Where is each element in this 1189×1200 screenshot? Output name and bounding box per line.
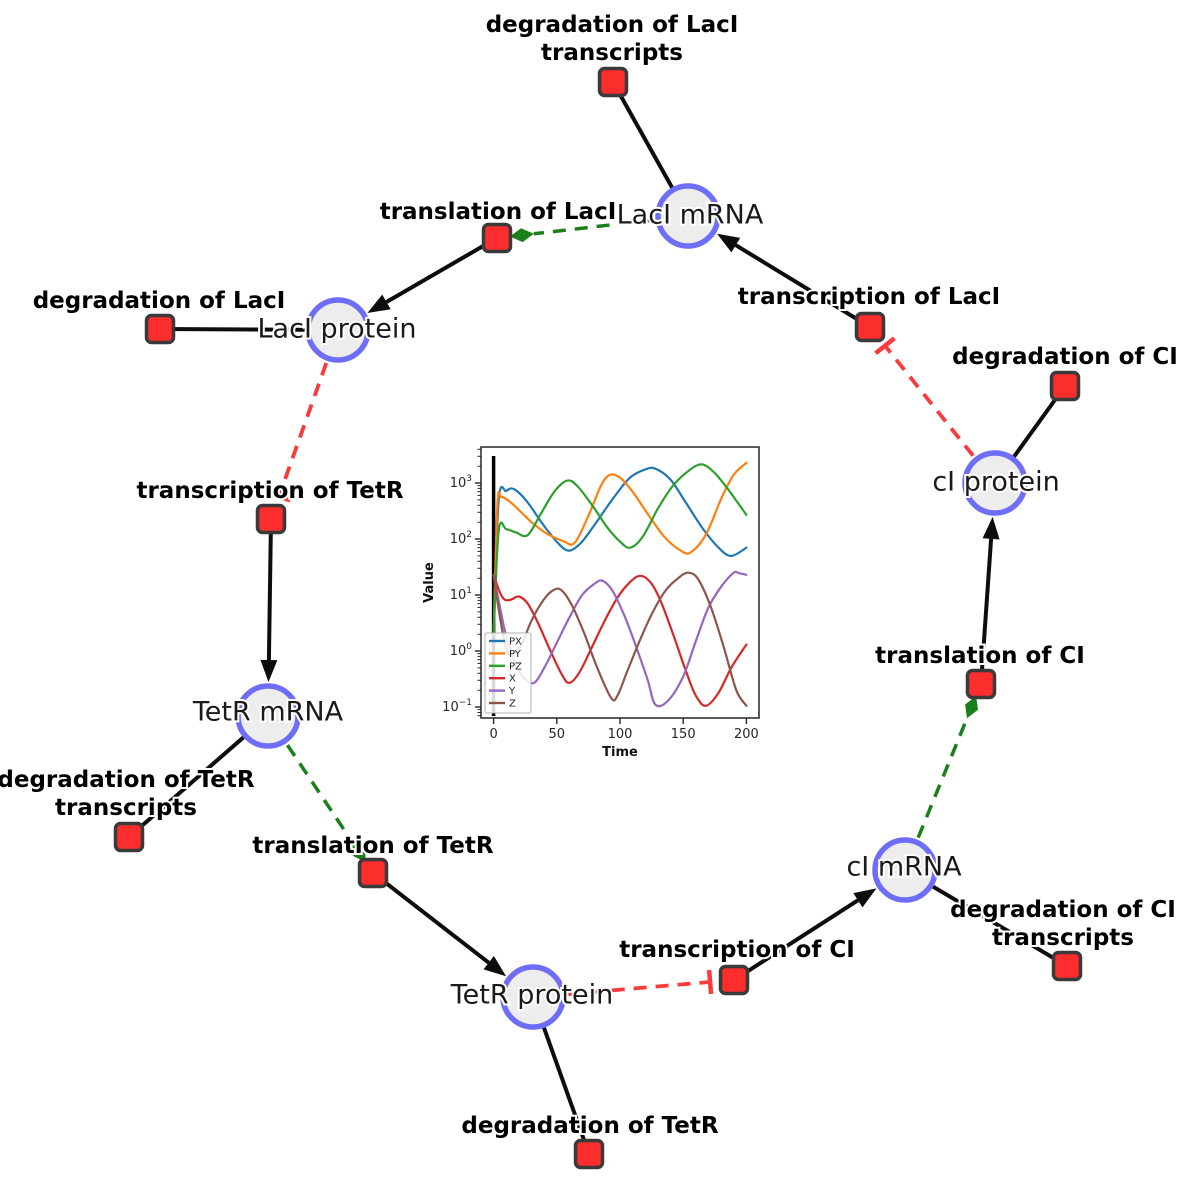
y-tick-label: 100 xyxy=(450,642,473,659)
edge-modifier-laci-mrna-to-transl-laci-diamond xyxy=(509,228,534,243)
chart-series-PY xyxy=(492,461,748,636)
reaction-label-deg-tetr-tx-line2: transcripts xyxy=(55,795,197,821)
edge-production-transl-tetr-to-tetr-protein xyxy=(371,871,490,965)
legend-label-PZ: PZ xyxy=(509,661,522,672)
legend-label-X: X xyxy=(509,674,516,685)
species-label-ci-mrna: cI mRNA xyxy=(846,852,962,883)
y-tick-label: 10−1 xyxy=(442,698,472,715)
edge-modifier-ci-mrna-to-transl-ci xyxy=(916,717,969,839)
edge-modifier-laci-mrna-to-transl-laci xyxy=(533,218,654,236)
edge-production-txn-laci-to-laci-mrna xyxy=(734,243,872,329)
species-node-tetr-protein xyxy=(500,964,566,1030)
reaction-label-transl-tetr: translation of TetR xyxy=(252,833,493,859)
legend-label-PY: PY xyxy=(509,649,522,660)
edge-inhibition-tetr-protein-to-txn-ci-tbar xyxy=(706,969,714,995)
edge-production-txn-ci-to-ci-mrna xyxy=(732,898,859,982)
edge-production-txn-laci-to-laci-mrna-arrowhead xyxy=(717,233,741,253)
reaction-node-deg-laci-tx xyxy=(597,66,629,98)
x-axis-label: Time xyxy=(602,745,638,760)
reaction-node-txn-laci xyxy=(854,311,886,343)
y-tick-label: 101 xyxy=(450,586,472,603)
reaction-label-transl-laci: translation of LacI xyxy=(380,199,617,225)
reaction-label-deg-laci-tx-line1: degradation of LacI xyxy=(486,12,739,38)
reaction-label-deg-ci-tx-line1: degradation of CI xyxy=(950,897,1176,923)
edge-inhibition-laci-protein-to-txn-tetr xyxy=(277,362,329,498)
edge-modifier-tetr-mrna-to-transl-tetr xyxy=(286,744,354,844)
chart-series-PZ xyxy=(492,463,748,636)
reaction-node-transl-ci xyxy=(965,668,997,700)
edge-inhibition-laci-protein-to-txn-tetr-tbar xyxy=(266,490,292,503)
edge-production-txn-tetr-to-tetr-mrna xyxy=(266,518,273,661)
legend-box xyxy=(484,632,532,714)
edge-inhibition-tetr-protein-to-txn-ci xyxy=(567,980,711,996)
reaction-label-deg-ci: degradation of CI xyxy=(952,344,1178,370)
chart-background xyxy=(426,439,774,775)
species-label-tetr-mrna: TetR mRNA xyxy=(192,697,344,728)
y-tick-label: 103 xyxy=(450,474,472,491)
edge-production-transl-laci-to-laci-protein-arrowhead xyxy=(367,294,391,313)
reaction-label-txn-tetr: transcription of TetR xyxy=(136,478,403,504)
x-tick-label: 50 xyxy=(549,727,566,742)
species-node-laci-mrna xyxy=(655,183,721,249)
species-label-tetr-protein: TetR protein xyxy=(450,980,613,1011)
species-node-laci-protein xyxy=(305,297,371,363)
species-label-laci-protein: LacI protein xyxy=(258,314,417,345)
legend-label-Y: Y xyxy=(508,686,516,697)
reaction-node-deg-laci xyxy=(144,313,176,345)
x-tick-label: 0 xyxy=(489,727,497,742)
x-tick-label: 200 xyxy=(734,727,759,742)
edge-modifier-ci-mrna-to-transl-ci-diamond xyxy=(965,696,978,719)
reaction-node-deg-ci-tx xyxy=(1051,950,1083,982)
species-label-laci-mrna: LacI mRNA xyxy=(617,200,764,231)
legend-label-Z: Z xyxy=(509,699,516,710)
x-tick-label: 100 xyxy=(608,727,633,742)
reaction-label-deg-tetr: degradation of TetR xyxy=(461,1113,718,1139)
y-tick-label: 102 xyxy=(450,530,472,547)
chart-series-X xyxy=(492,573,748,707)
label-layer: degradation of LacItranscriptstranslatio… xyxy=(0,10,1180,1141)
y-axis-label: Value xyxy=(422,562,437,603)
species-node-ci-mrna xyxy=(872,837,938,903)
reaction-node-deg-tetr xyxy=(573,1138,605,1170)
edge-inhibition-ci-protein-to-txn-laci xyxy=(883,344,975,457)
edge-production-transl-tetr-to-tetr-protein-arrowhead xyxy=(483,956,507,977)
edge-production-txn-tetr-to-tetr-mrna-arrowhead xyxy=(260,659,278,682)
species-label-ci-protein: cI protein xyxy=(932,467,1059,498)
x-tick-label: 150 xyxy=(671,727,696,742)
species-node-ci-protein xyxy=(962,450,1028,516)
reaction-label-txn-laci: transcription of LacI xyxy=(738,284,1001,310)
species-node-tetr-mrna xyxy=(235,683,301,749)
reaction-node-deg-ci xyxy=(1049,370,1081,402)
edge-modifier-tetr-mrna-to-transl-tetr-diamond xyxy=(352,842,366,863)
reaction-label-txn-ci: transcription of CI xyxy=(619,937,855,963)
reaction-node-txn-ci xyxy=(718,964,750,996)
reaction-node-transl-tetr xyxy=(357,857,389,889)
reaction-label-deg-laci: degradation of LacI xyxy=(33,288,286,314)
legend-label-PX: PX xyxy=(509,637,522,648)
reaction-label-transl-ci: translation of CI xyxy=(875,643,1085,669)
edge-production-txn-ci-to-ci-mrna-arrowhead xyxy=(853,888,877,908)
reaction-label-deg-ci-tx-line2: transcripts xyxy=(992,925,1134,951)
edge-production-transl-ci-to-ci-protein-arrowhead xyxy=(982,516,1000,540)
chart-axes-ticks: 10−1 100 101 102 103 0 50 100 150 200 xyxy=(442,448,759,742)
reaction-label-deg-laci-tx-line2: transcripts xyxy=(541,40,683,66)
chart-series-PX xyxy=(492,466,748,636)
reaction-node-txn-tetr xyxy=(255,503,287,535)
edge-production-transl-laci-to-laci-protein xyxy=(385,236,499,304)
reaction-label-deg-tetr-tx-line1: degradation of TetR xyxy=(0,767,255,793)
edge-production-transl-ci-to-ci-protein xyxy=(979,538,994,685)
edge-inhibition-ci-protein-to-txn-laci-tbar xyxy=(874,336,896,355)
reaction-node-deg-tetr-tx xyxy=(113,821,145,853)
reaction-node-transl-laci xyxy=(481,222,513,254)
node-layer xyxy=(113,66,1083,1170)
